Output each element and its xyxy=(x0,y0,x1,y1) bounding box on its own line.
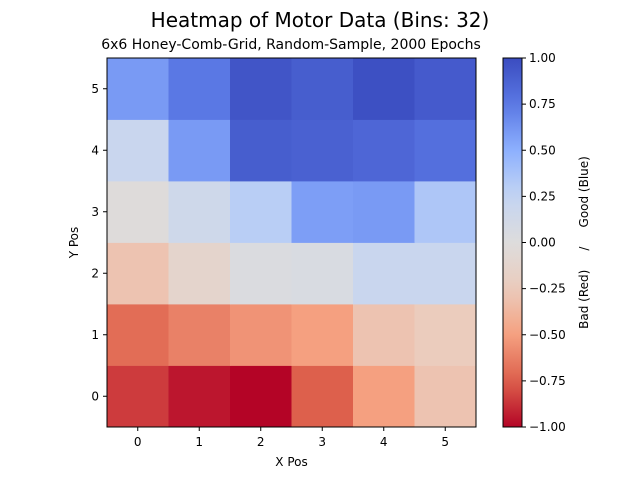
heatmap-cell xyxy=(414,58,477,120)
heatmap-cell xyxy=(291,119,354,182)
heatmap-cell xyxy=(414,365,477,428)
heatmap-cell xyxy=(107,242,169,305)
y-tick-label: 3 xyxy=(91,205,99,219)
x-tick-label: 3 xyxy=(318,435,326,449)
x-axis-label: X Pos xyxy=(275,455,307,469)
colorbar-tick-label: 0.50 xyxy=(529,143,556,157)
heatmap-cell xyxy=(230,181,292,243)
heatmap-cell xyxy=(107,365,169,428)
chart-subtitle: 6x6 Honey-Comb-Grid, Random-Sample, 2000… xyxy=(101,37,481,53)
heatmap-cell xyxy=(230,242,292,305)
x-tick-label: 2 xyxy=(257,435,265,449)
x-tick-label: 4 xyxy=(380,435,388,449)
heatmap-cell xyxy=(230,58,292,120)
heatmap-cell xyxy=(353,58,415,120)
heatmap-cell xyxy=(107,304,169,366)
heatmap-cell xyxy=(168,365,231,428)
heatmap-cell xyxy=(168,242,231,305)
colorbar-tick-label: 0.00 xyxy=(529,236,556,250)
heatmap-cell xyxy=(353,242,415,305)
heatmap-cell xyxy=(230,304,292,366)
heatmap-cell xyxy=(291,58,354,120)
y-axis-ticks: 0 1 2 3 4 5 xyxy=(91,82,107,403)
colorbar-tick-label: −0.25 xyxy=(529,282,566,296)
chart-title: Heatmap of Motor Data (Bins: 32) xyxy=(151,8,490,32)
y-tick-label: 2 xyxy=(91,266,99,280)
plot-frame xyxy=(106,57,477,428)
y-tick-label: 4 xyxy=(91,143,99,157)
heatmap-cell xyxy=(291,365,354,428)
y-tick-label: 1 xyxy=(91,328,99,342)
heatmap-cell xyxy=(414,242,477,305)
heatmap-cell xyxy=(168,181,231,243)
colorbar-tick-label: 0.25 xyxy=(529,189,556,203)
heatmap-cell xyxy=(353,181,415,243)
colorbar-tick-label: −0.50 xyxy=(529,328,566,342)
heatmap-cell xyxy=(230,119,292,182)
heatmap-cell xyxy=(107,58,169,120)
heatmap-cell xyxy=(291,304,354,366)
x-tick-label: 5 xyxy=(441,435,449,449)
y-axis-label: Y Pos xyxy=(67,227,81,260)
heatmap-cell xyxy=(414,181,477,243)
heatmap-cell xyxy=(353,365,415,428)
x-axis-ticks: 0 1 2 3 4 5 xyxy=(134,427,449,449)
heatmap-cell xyxy=(291,181,354,243)
heatmap-cell xyxy=(353,304,415,366)
heatmap-cell xyxy=(230,365,292,428)
heatmap-cell xyxy=(168,119,231,182)
y-tick-label: 5 xyxy=(91,82,99,96)
x-tick-label: 1 xyxy=(195,435,203,449)
colorbar-ticks: 1.00 0.75 0.50 0.25 0.00 −0.25 −0.50 −0.75 −1.00 xyxy=(522,51,566,434)
x-tick-label: 0 xyxy=(134,435,142,449)
heatmap-cell xyxy=(353,119,415,182)
heatmap-cell xyxy=(107,181,169,243)
heatmap-cell xyxy=(107,119,169,182)
heatmap-cells xyxy=(107,58,477,428)
y-tick-label: 0 xyxy=(91,389,99,403)
heatmap-cell xyxy=(414,304,477,366)
heatmap-cell xyxy=(168,304,231,366)
colorbar-tick-label: 0.75 xyxy=(529,97,556,111)
heatmap-cell xyxy=(414,119,477,182)
heatmap-cell xyxy=(291,242,354,305)
colorbar-label: Bad (Red) / Good (Blue) xyxy=(577,156,591,329)
colorbar-tick-label: −0.75 xyxy=(529,374,566,388)
heatmap-cell xyxy=(168,58,231,120)
colorbar xyxy=(502,57,523,428)
colorbar-tick-label: −1.00 xyxy=(529,420,566,434)
colorbar-tick-label: 1.00 xyxy=(529,51,556,65)
